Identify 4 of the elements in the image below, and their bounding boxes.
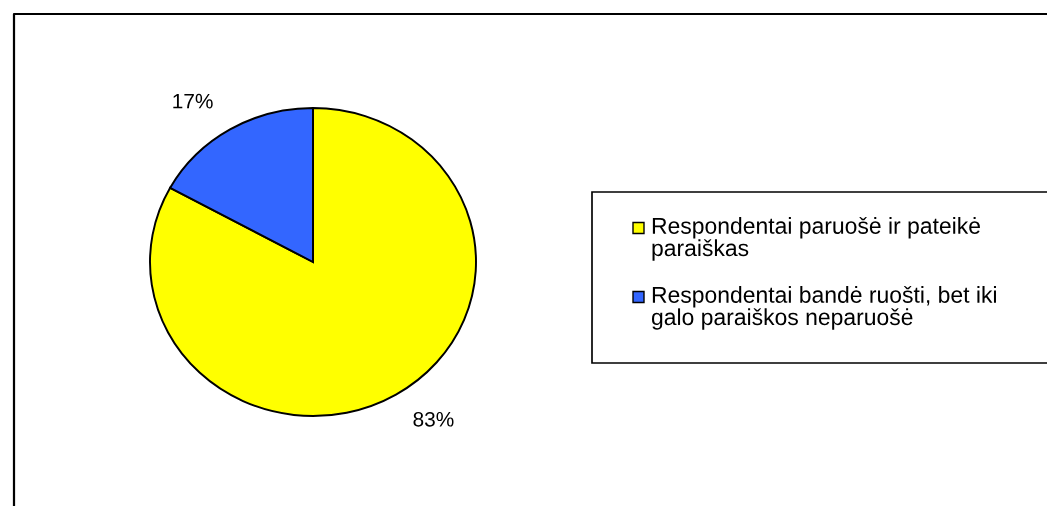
data-label: 83%: [413, 411, 454, 427]
data-label: 17%: [173, 93, 213, 109]
legend-label: Respondentai bandė ruošti, bet iki galo paraiškos neparuošė: [651, 286, 996, 330]
legend-label: Respondentai paruošė ir pateikė paraiškas: [652, 217, 980, 261]
